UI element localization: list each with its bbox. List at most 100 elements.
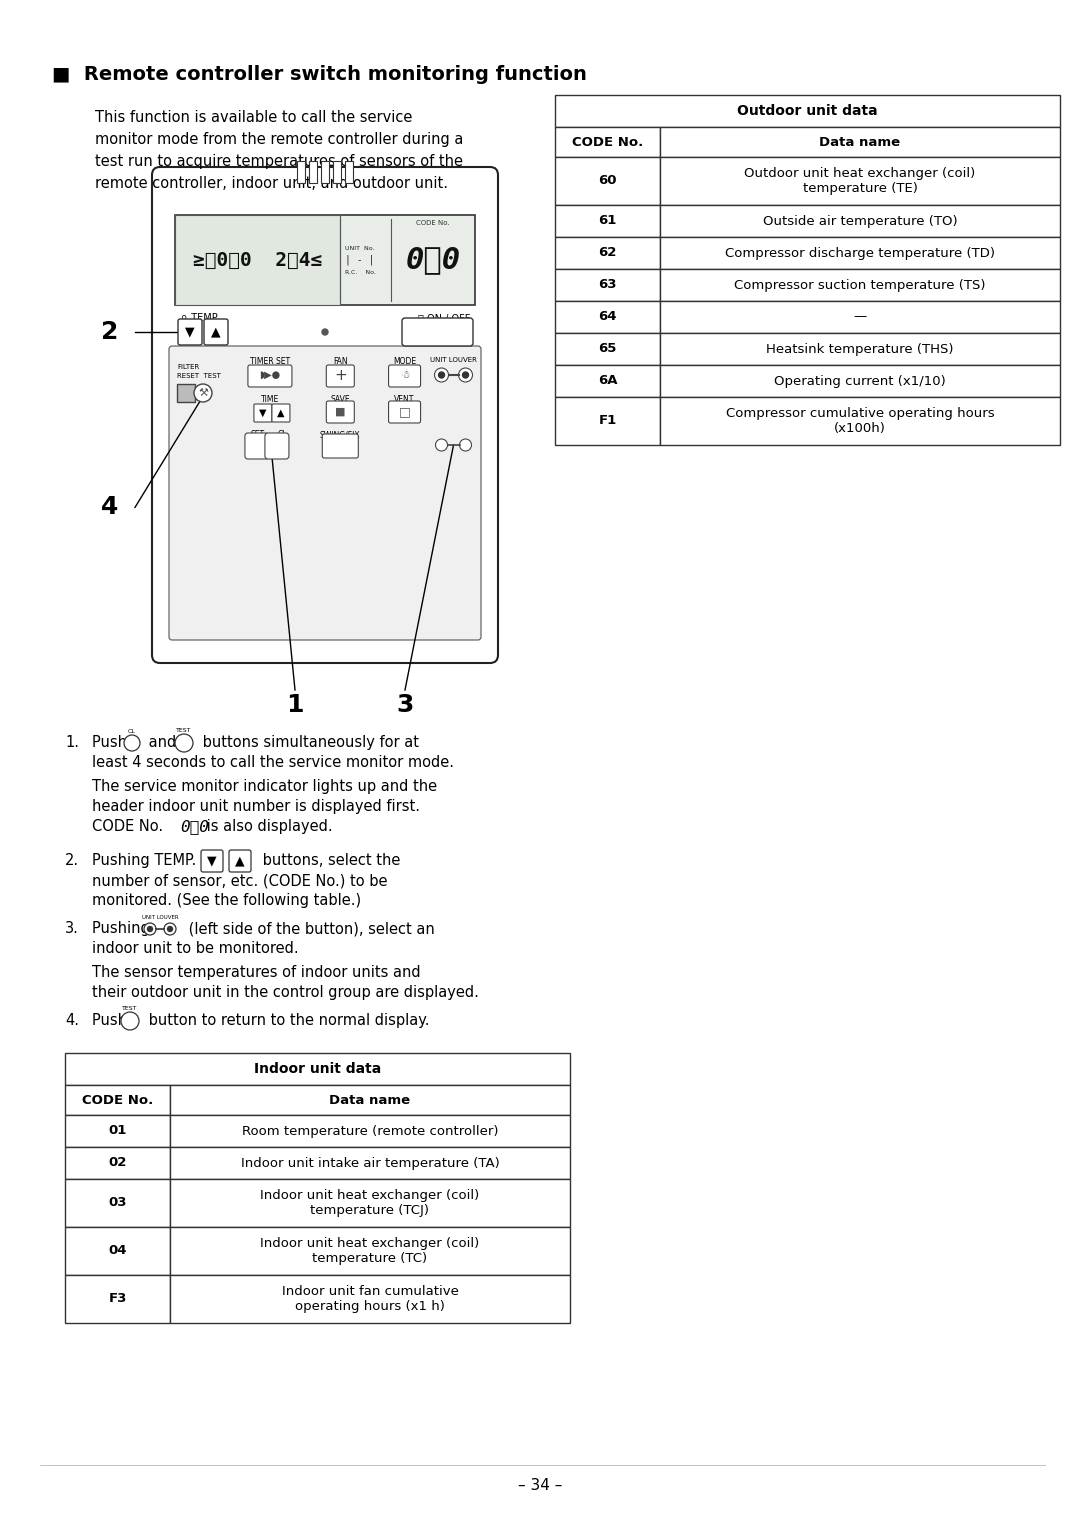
Text: button to return to the normal display.: button to return to the normal display. bbox=[144, 1013, 430, 1028]
FancyBboxPatch shape bbox=[402, 319, 473, 346]
Text: TIMER SET: TIMER SET bbox=[249, 357, 291, 366]
Circle shape bbox=[438, 372, 445, 378]
Text: Room temperature (remote controller): Room temperature (remote controller) bbox=[242, 1124, 498, 1138]
Text: CODE No.: CODE No. bbox=[92, 819, 167, 834]
Text: Compressor cumulative operating hours: Compressor cumulative operating hours bbox=[726, 407, 995, 419]
Text: Indoor unit intake air temperature (TA): Indoor unit intake air temperature (TA) bbox=[241, 1156, 499, 1170]
Text: 65: 65 bbox=[598, 343, 617, 355]
Text: indoor unit to be monitored.: indoor unit to be monitored. bbox=[92, 941, 299, 956]
Text: This function is available to call the service: This function is available to call the s… bbox=[95, 110, 413, 125]
Text: test run to acquire temperatures of sensors of the: test run to acquire temperatures of sens… bbox=[95, 154, 463, 169]
Text: The service monitor indicator lights up and the: The service monitor indicator lights up … bbox=[92, 779, 437, 795]
Circle shape bbox=[164, 923, 176, 935]
Text: – 34 –: – 34 – bbox=[517, 1478, 563, 1493]
Text: TEST: TEST bbox=[176, 727, 192, 734]
Bar bbox=[170, 1275, 570, 1324]
Bar bbox=[555, 364, 660, 396]
FancyBboxPatch shape bbox=[389, 364, 420, 387]
Bar bbox=[660, 364, 1059, 396]
Text: Compressor suction temperature (TS): Compressor suction temperature (TS) bbox=[734, 279, 986, 291]
Text: 6A: 6A bbox=[597, 375, 618, 387]
Circle shape bbox=[167, 927, 173, 932]
Bar bbox=[170, 1179, 570, 1228]
Bar bbox=[177, 384, 195, 403]
Text: TEST: TEST bbox=[122, 1006, 138, 1011]
Text: 0​0: 0​0 bbox=[405, 246, 460, 274]
Text: 1: 1 bbox=[286, 692, 303, 717]
Bar bbox=[660, 236, 1059, 268]
Bar bbox=[660, 300, 1059, 332]
Bar bbox=[555, 236, 660, 268]
Text: 03: 03 bbox=[108, 1197, 126, 1209]
Text: CODE No.: CODE No. bbox=[82, 1093, 153, 1107]
Text: Heatsink temperature (THS): Heatsink temperature (THS) bbox=[766, 343, 954, 355]
Text: (x100h): (x100h) bbox=[834, 422, 886, 435]
Text: 01: 01 bbox=[108, 1124, 126, 1138]
Text: 61: 61 bbox=[598, 215, 617, 227]
Text: Pushing: Pushing bbox=[92, 921, 154, 936]
Text: buttons, select the: buttons, select the bbox=[258, 852, 401, 868]
Bar bbox=[170, 1228, 570, 1275]
Text: their outdoor unit in the control group are displayed.: their outdoor unit in the control group … bbox=[92, 985, 478, 1000]
Text: 3: 3 bbox=[396, 692, 414, 717]
Text: Indoor unit fan cumulative: Indoor unit fan cumulative bbox=[282, 1286, 458, 1298]
Text: Data name: Data name bbox=[820, 136, 901, 148]
Text: FAN: FAN bbox=[333, 357, 348, 366]
Text: temperature (TCJ): temperature (TCJ) bbox=[311, 1205, 430, 1217]
Text: temperature (TC): temperature (TC) bbox=[312, 1252, 428, 1266]
Text: ■: ■ bbox=[335, 407, 346, 416]
Bar bbox=[65, 1115, 170, 1147]
FancyBboxPatch shape bbox=[326, 401, 354, 422]
FancyBboxPatch shape bbox=[322, 435, 359, 457]
Text: CODE No.: CODE No. bbox=[416, 220, 449, 226]
Text: CODE No.: CODE No. bbox=[572, 136, 643, 148]
Text: CL: CL bbox=[129, 729, 136, 734]
Bar bbox=[555, 268, 660, 300]
Bar bbox=[175, 215, 340, 305]
FancyBboxPatch shape bbox=[201, 849, 222, 872]
Text: Indoor unit heat exchanger (coil): Indoor unit heat exchanger (coil) bbox=[260, 1190, 480, 1202]
Circle shape bbox=[459, 439, 472, 451]
Text: 63: 63 bbox=[598, 279, 617, 291]
Text: Compressor discharge temperature (TD): Compressor discharge temperature (TD) bbox=[725, 247, 995, 259]
Text: The sensor temperatures of indoor units and: The sensor temperatures of indoor units … bbox=[92, 965, 420, 981]
Text: 04: 04 bbox=[108, 1244, 126, 1258]
Text: Push: Push bbox=[92, 735, 132, 750]
Text: ☃: ☃ bbox=[400, 371, 409, 380]
Text: ▲: ▲ bbox=[212, 325, 220, 339]
FancyBboxPatch shape bbox=[178, 319, 202, 345]
Text: number of sensor, etc. (CODE No.) to be: number of sensor, etc. (CODE No.) to be bbox=[92, 872, 388, 888]
Bar bbox=[660, 127, 1059, 157]
Text: FILTER: FILTER bbox=[177, 364, 199, 371]
Bar bbox=[170, 1115, 570, 1147]
Text: temperature (TE): temperature (TE) bbox=[802, 181, 917, 195]
Text: ⚪ TEMP.: ⚪ TEMP. bbox=[180, 313, 219, 323]
Text: MODE: MODE bbox=[393, 357, 416, 366]
Text: Outdoor unit heat exchanger (coil): Outdoor unit heat exchanger (coil) bbox=[744, 168, 975, 180]
Bar bbox=[65, 1228, 170, 1275]
Text: 4.: 4. bbox=[65, 1013, 79, 1028]
Text: Operating current (x1/10): Operating current (x1/10) bbox=[774, 375, 946, 387]
Text: CL: CL bbox=[278, 430, 286, 439]
Text: —: — bbox=[853, 311, 866, 323]
Text: RESET  TEST: RESET TEST bbox=[177, 374, 221, 380]
Bar bbox=[321, 162, 329, 183]
Bar bbox=[65, 1084, 170, 1115]
Text: and: and bbox=[144, 735, 180, 750]
Bar bbox=[660, 396, 1059, 445]
Bar bbox=[555, 332, 660, 364]
Text: ▼: ▼ bbox=[207, 854, 217, 868]
Text: Outside air temperature (TO): Outside air temperature (TO) bbox=[762, 215, 957, 227]
FancyBboxPatch shape bbox=[229, 849, 251, 872]
Text: Outdoor unit data: Outdoor unit data bbox=[738, 104, 878, 117]
Text: operating hours (x1 h): operating hours (x1 h) bbox=[295, 1299, 445, 1313]
Text: □: □ bbox=[399, 406, 410, 418]
Bar bbox=[297, 162, 305, 183]
Text: ▲: ▲ bbox=[278, 409, 285, 418]
Text: VENT: VENT bbox=[394, 395, 415, 404]
Bar bbox=[175, 215, 475, 305]
Circle shape bbox=[322, 329, 328, 336]
Text: 0​0: 0​0 bbox=[180, 819, 208, 834]
Text: 1.: 1. bbox=[65, 735, 79, 750]
Text: 62: 62 bbox=[598, 247, 617, 259]
